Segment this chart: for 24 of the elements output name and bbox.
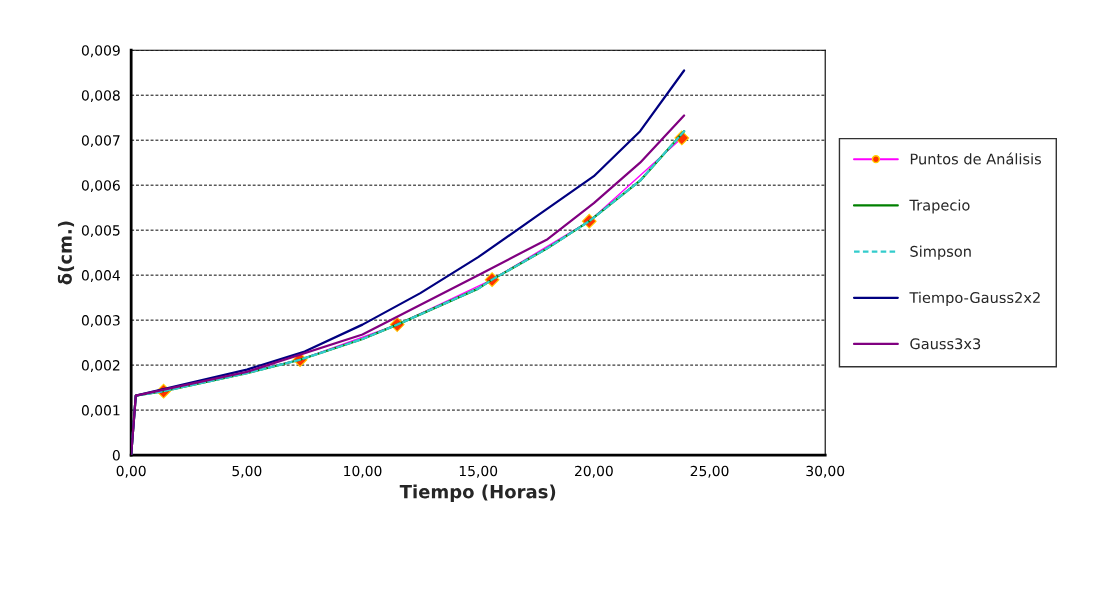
legend-label: Puntos de Análisis <box>910 152 1041 165</box>
x-tick-label: 0,00 <box>116 465 146 478</box>
y-tick-label: 0,004 <box>81 270 120 283</box>
y-tick-label: 0 <box>112 450 120 461</box>
y-tick-label: 0,006 <box>81 180 120 193</box>
x-tick-label: 10,00 <box>344 465 382 478</box>
x-tick-label: 5,00 <box>232 465 262 478</box>
y-tick-label: 0,003 <box>81 315 120 328</box>
y-tick-label: 0,007 <box>81 135 120 148</box>
y-axis-title: δ(cm.) <box>57 221 75 285</box>
legend-label: Trapecio <box>909 199 970 214</box>
x-tick-label: 20,00 <box>575 465 613 478</box>
x-tick-label: 25,00 <box>690 465 729 478</box>
y-tick-label: 0,005 <box>81 225 120 238</box>
x-axis-title: Tiempo (Horas) <box>399 484 556 502</box>
y-tick-label: 0,008 <box>81 90 120 103</box>
y-tick-label: 0,009 <box>81 45 120 58</box>
x-tick-label: 30,00 <box>806 465 845 478</box>
legend-label: Gauss3x3 <box>910 338 981 350</box>
y-tick-label: 0,002 <box>81 360 120 372</box>
legend-label: Simpson <box>910 245 971 260</box>
x-tick-label: 15,00 <box>459 465 498 478</box>
legend-label: Tiempo-Gauss2x2 <box>909 291 1040 306</box>
y-tick-label: 0,001 <box>81 405 120 417</box>
